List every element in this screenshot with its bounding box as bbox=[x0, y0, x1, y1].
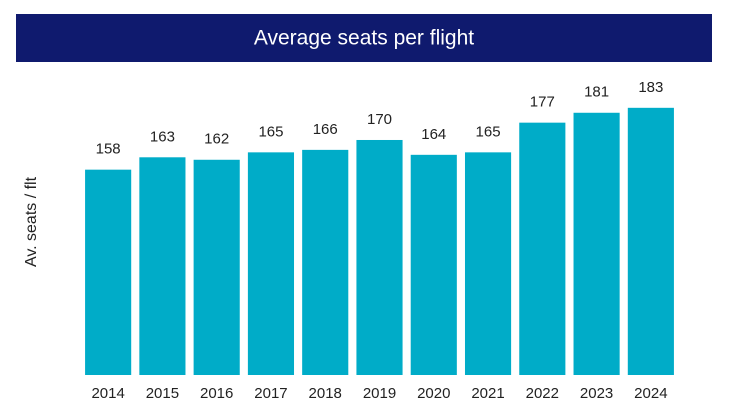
data-label: 163 bbox=[150, 128, 175, 145]
bar bbox=[85, 169, 132, 375]
bar bbox=[627, 107, 674, 376]
data-label: 181 bbox=[584, 84, 609, 101]
chart-title: Average seats per flight bbox=[254, 27, 474, 50]
x-tick-label: 2024 bbox=[634, 385, 667, 402]
y-axis-label: Av. seats / flt bbox=[23, 176, 40, 267]
data-label: 165 bbox=[476, 123, 501, 140]
x-tick-label: 2019 bbox=[363, 385, 396, 402]
data-label: 177 bbox=[530, 94, 555, 111]
bar bbox=[247, 152, 295, 375]
data-label: 166 bbox=[313, 121, 338, 138]
data-label: 162 bbox=[204, 131, 229, 148]
x-tick-label: 2015 bbox=[146, 385, 179, 402]
x-tick-label: 2017 bbox=[254, 385, 287, 402]
data-label: 183 bbox=[638, 79, 663, 96]
x-tick-label: 2022 bbox=[526, 385, 559, 402]
data-label: 164 bbox=[421, 126, 446, 143]
bar bbox=[464, 152, 512, 375]
bar bbox=[410, 154, 457, 375]
bar bbox=[139, 157, 186, 375]
x-tick-label: 2023 bbox=[580, 385, 613, 402]
bar bbox=[193, 159, 240, 375]
data-label: 158 bbox=[96, 141, 121, 158]
title-banner bbox=[16, 14, 712, 62]
x-tick-label: 2016 bbox=[200, 385, 233, 402]
x-tick-label: 2021 bbox=[471, 385, 504, 402]
x-tick-label: 2018 bbox=[309, 385, 342, 402]
x-tick-label: 2014 bbox=[91, 385, 124, 402]
data-label: 170 bbox=[367, 111, 392, 128]
bar bbox=[573, 112, 620, 375]
x-tick-label: 2020 bbox=[417, 385, 450, 402]
bar bbox=[356, 139, 403, 375]
data-label: 165 bbox=[258, 123, 283, 140]
bar bbox=[302, 149, 349, 375]
bar bbox=[519, 122, 566, 376]
